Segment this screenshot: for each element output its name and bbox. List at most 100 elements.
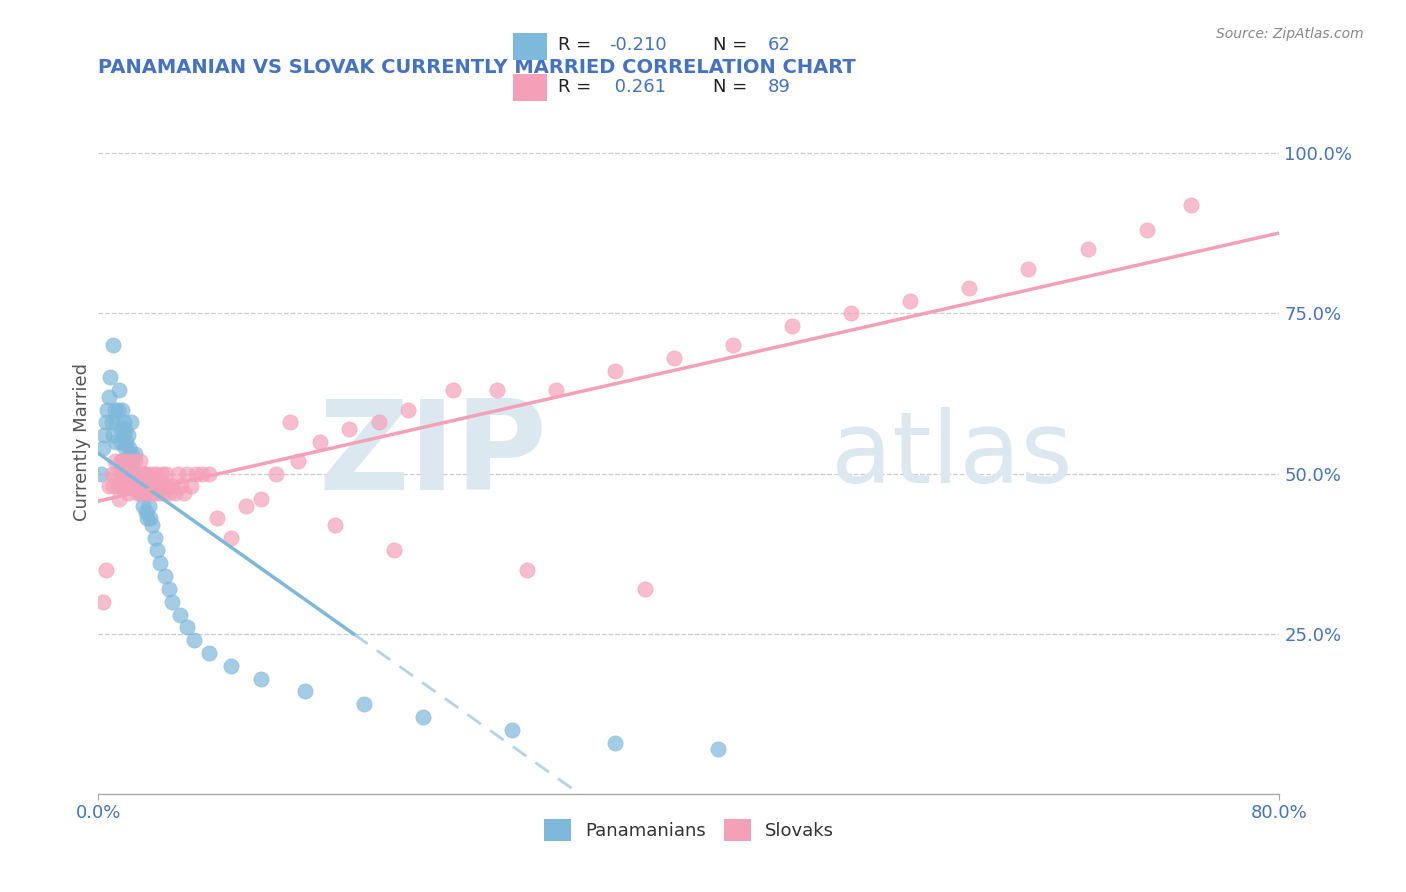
Text: Source: ZipAtlas.com: Source: ZipAtlas.com	[1216, 27, 1364, 41]
Point	[103, 338, 125, 352]
Point	[1018, 261, 1040, 276]
Point	[118, 441, 141, 455]
Point	[157, 582, 180, 596]
Point	[486, 384, 509, 398]
Point	[441, 384, 464, 398]
Point	[120, 479, 142, 493]
Point	[294, 684, 316, 698]
Point	[180, 479, 202, 493]
Point	[120, 467, 142, 481]
Point	[176, 467, 198, 481]
Point	[191, 467, 214, 481]
Point	[141, 517, 163, 532]
Text: R =: R =	[558, 37, 591, 54]
Point	[104, 454, 127, 468]
Point	[723, 338, 745, 352]
Point	[125, 479, 148, 493]
Point	[149, 473, 172, 487]
Point	[111, 402, 134, 417]
Point	[135, 505, 157, 519]
Point	[959, 281, 981, 295]
Point	[117, 454, 139, 468]
Point	[782, 319, 804, 334]
Point	[150, 467, 173, 481]
Point	[96, 402, 118, 417]
Point	[114, 441, 136, 455]
Point	[138, 499, 160, 513]
Point	[105, 415, 128, 429]
Point	[124, 447, 146, 461]
Point	[176, 620, 198, 634]
Point	[501, 723, 523, 737]
Point	[98, 370, 121, 384]
Point	[108, 384, 131, 398]
Point	[309, 434, 332, 449]
Point	[250, 492, 273, 507]
Point	[153, 479, 176, 493]
Point	[156, 479, 179, 493]
Point	[339, 422, 361, 436]
Point	[94, 563, 117, 577]
Point	[117, 467, 139, 481]
Point	[121, 454, 143, 468]
Point	[546, 384, 568, 398]
Point	[250, 672, 273, 686]
Point	[142, 479, 165, 493]
Point	[143, 531, 166, 545]
Point	[132, 467, 155, 481]
Point	[664, 351, 686, 366]
Point	[135, 485, 157, 500]
Point	[103, 428, 125, 442]
Point	[173, 485, 195, 500]
Point	[205, 511, 228, 525]
Point	[111, 454, 134, 468]
Point	[145, 467, 167, 481]
Text: atlas: atlas	[831, 407, 1073, 504]
Point	[112, 467, 135, 481]
Point	[91, 595, 114, 609]
Point	[132, 479, 155, 493]
Point	[134, 467, 156, 481]
Point	[114, 422, 136, 436]
Point	[132, 499, 155, 513]
Text: R =: R =	[558, 78, 591, 95]
Point	[323, 517, 346, 532]
Text: 62: 62	[768, 37, 790, 54]
Point	[157, 485, 180, 500]
Point	[169, 607, 191, 622]
Point	[162, 595, 183, 609]
Point	[129, 473, 152, 487]
Point	[146, 543, 169, 558]
Point	[368, 415, 391, 429]
Point	[90, 467, 112, 481]
Point	[112, 428, 135, 442]
Text: N =: N =	[713, 37, 747, 54]
Point	[634, 582, 657, 596]
Point	[162, 479, 183, 493]
Point	[110, 422, 132, 436]
Point	[221, 658, 243, 673]
Point	[103, 479, 125, 493]
Point	[122, 467, 145, 481]
Point	[128, 485, 150, 500]
Point	[114, 479, 136, 493]
Y-axis label: Currently Married: Currently Married	[73, 362, 91, 521]
Point	[141, 467, 163, 481]
Point	[117, 485, 139, 500]
Point	[516, 563, 538, 577]
Point	[115, 467, 138, 481]
Point	[155, 467, 177, 481]
Point	[136, 467, 159, 481]
Point	[112, 454, 135, 468]
Text: ZIP: ZIP	[319, 395, 547, 516]
Point	[110, 454, 132, 468]
Point	[398, 402, 420, 417]
Point	[112, 415, 135, 429]
Point	[1136, 223, 1159, 237]
Point	[124, 479, 146, 493]
Point	[146, 479, 169, 493]
Point	[128, 454, 150, 468]
Point	[94, 415, 117, 429]
Point	[198, 646, 221, 660]
Point	[117, 428, 139, 442]
